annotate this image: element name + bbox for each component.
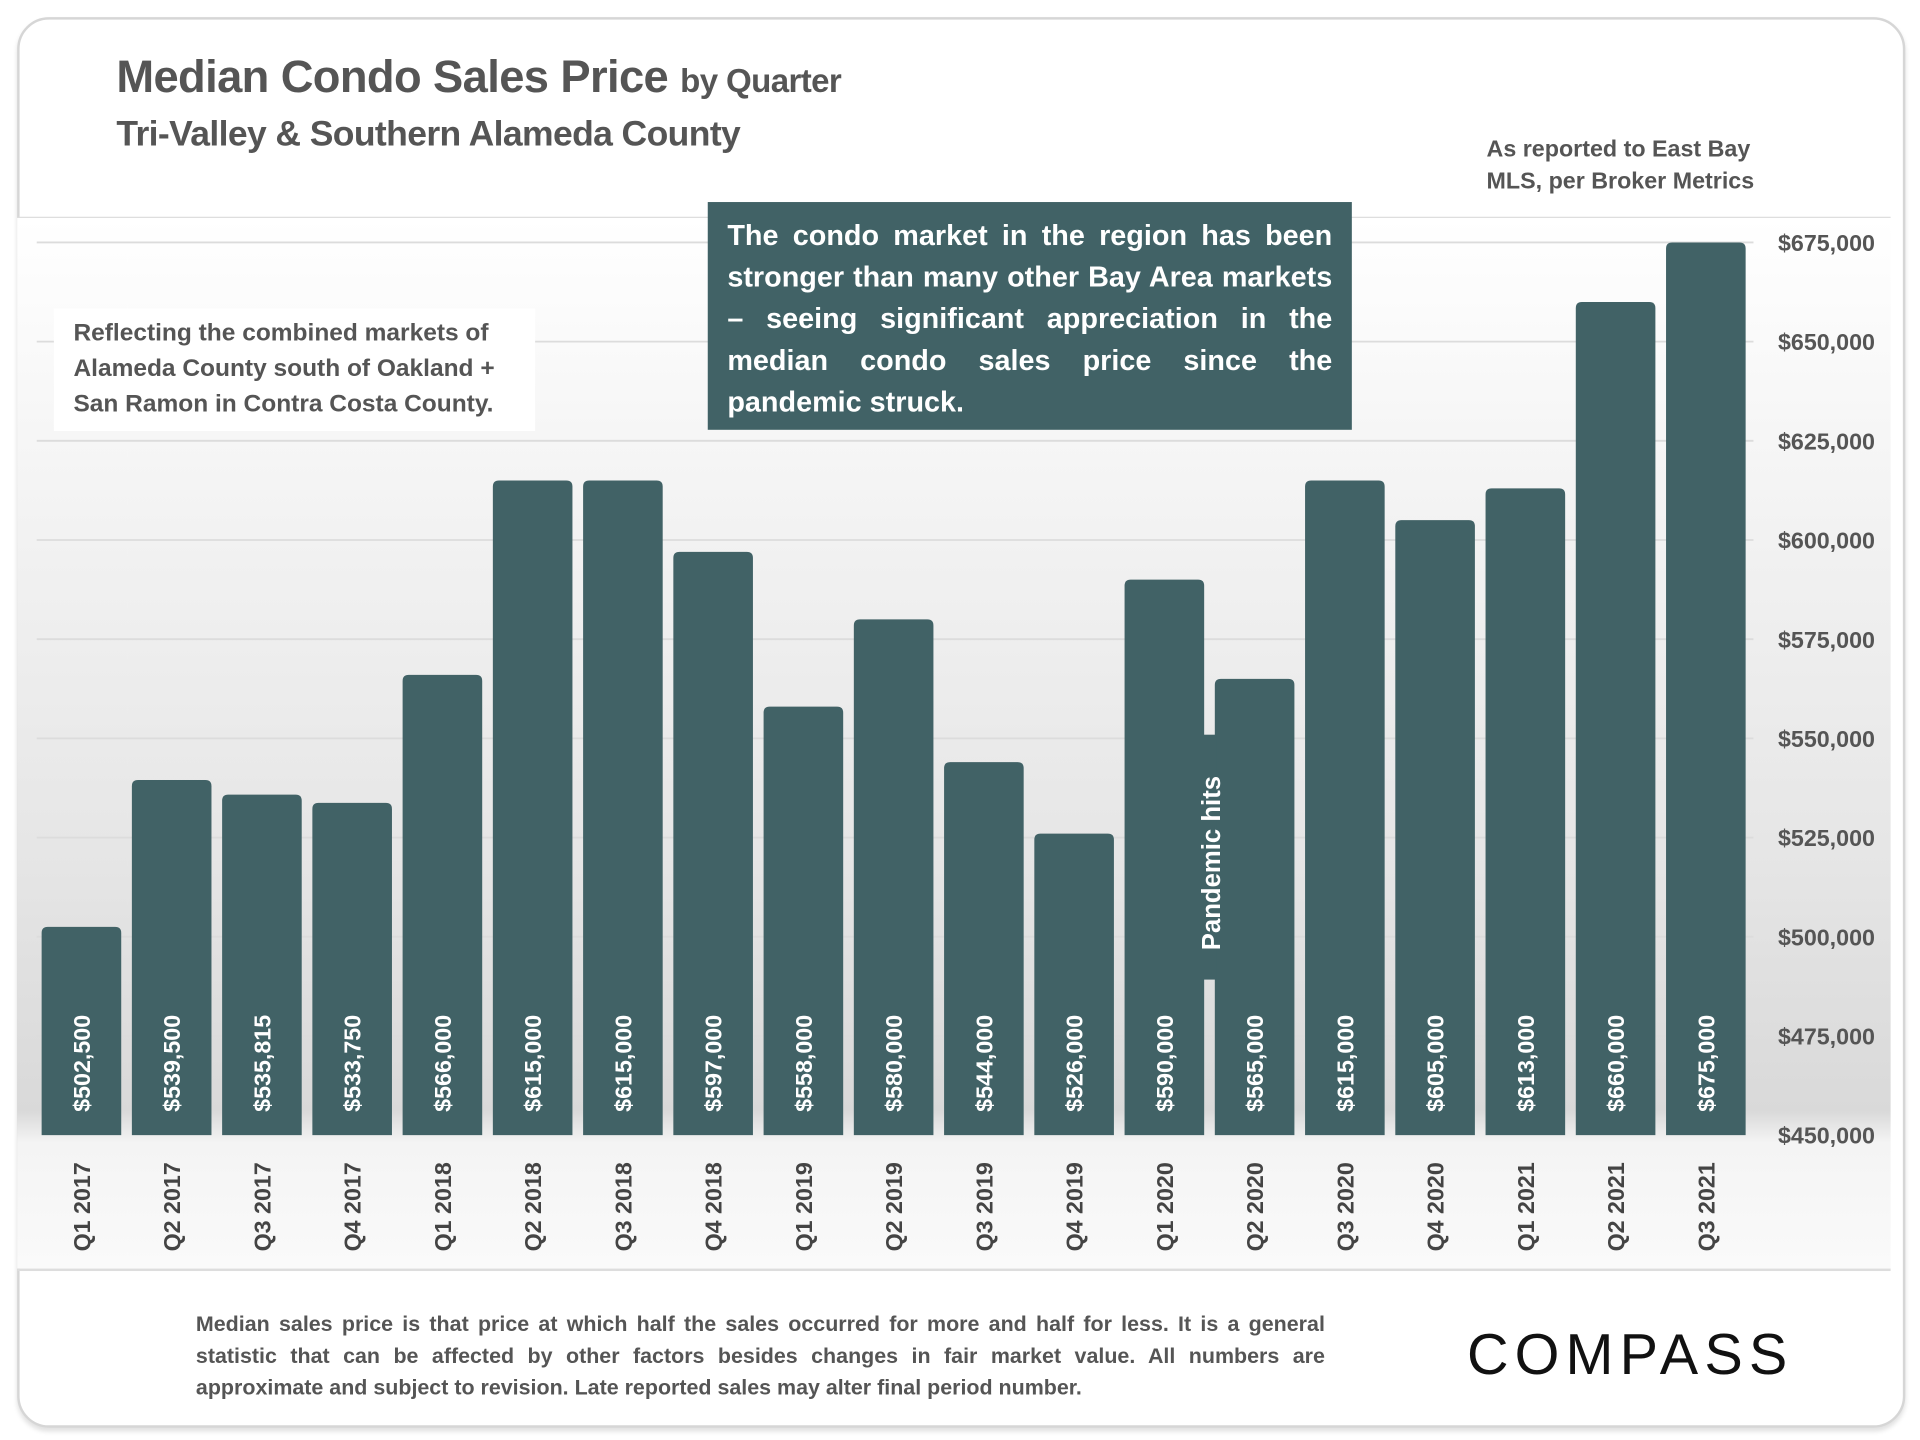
- x-tick-label: Q1 2018: [430, 1162, 456, 1251]
- data-label: $580,000: [881, 1015, 907, 1112]
- chart-title: Median Condo Sales Price by Quarter: [116, 51, 841, 102]
- pandemic-label: Pandemic hits: [1198, 776, 1226, 950]
- bar: [673, 551, 753, 1136]
- data-label: $526,000: [1062, 1015, 1088, 1112]
- data-label: $535,815: [249, 1015, 275, 1112]
- data-label: $566,000: [430, 1015, 456, 1112]
- x-tick-label: Q4 2019: [1062, 1162, 1088, 1251]
- y-tick-label: $625,000: [1778, 428, 1875, 454]
- x-tick-label: Q4 2020: [1423, 1162, 1449, 1251]
- source-note: As reported to East Bay MLS, per Broker …: [1486, 137, 1755, 195]
- data-label: $533,750: [340, 1015, 366, 1112]
- pandemic-marker: [1202, 734, 1217, 980]
- y-tick-label: $600,000: [1778, 528, 1875, 554]
- bar: [1305, 480, 1385, 1136]
- bar: [402, 674, 483, 1136]
- x-tick-label: Q1 2019: [791, 1162, 817, 1251]
- data-label: $502,500: [69, 1015, 95, 1112]
- chart-subtitle: Tri-Valley & Southern Alameda County: [116, 115, 741, 155]
- x-tick-label: Q2 2020: [1242, 1162, 1268, 1251]
- data-label: $613,000: [1513, 1015, 1539, 1112]
- bar: [1034, 833, 1114, 1136]
- y-tick-label: $450,000: [1778, 1123, 1875, 1149]
- region-note: Reflecting the combined markets of Alame…: [53, 308, 536, 432]
- bar: [853, 619, 934, 1136]
- bar: [763, 706, 844, 1136]
- title-main: Median Condo Sales Price: [116, 51, 669, 102]
- disclaimer: Median sales price is that price at whic…: [195, 1311, 1325, 1400]
- x-tick-label: Q2 2019: [881, 1162, 907, 1251]
- bar: [1395, 520, 1475, 1136]
- data-label: $615,000: [610, 1015, 636, 1112]
- bar: [1485, 488, 1566, 1136]
- data-label: $597,000: [701, 1015, 727, 1112]
- data-label: $615,000: [520, 1015, 546, 1112]
- x-tick-label: Q3 2021: [1693, 1162, 1719, 1251]
- y-tick-label: $525,000: [1778, 825, 1875, 851]
- x-tick-label: Q3 2017: [249, 1162, 275, 1251]
- compass-logo: COMPASS: [1466, 1321, 1794, 1387]
- data-label: $615,000: [1332, 1015, 1358, 1112]
- bar: [1575, 301, 1656, 1136]
- x-tick-label: Q1 2021: [1513, 1162, 1539, 1251]
- x-tick-label: Q3 2019: [971, 1162, 997, 1251]
- bar: [492, 480, 573, 1136]
- data-label: $544,000: [971, 1015, 997, 1112]
- callout-box: The condo market in the region has been …: [707, 202, 1352, 430]
- bar: [944, 762, 1024, 1136]
- y-tick-label: $550,000: [1778, 726, 1875, 752]
- data-label: $590,000: [1152, 1015, 1178, 1112]
- data-label: $539,500: [159, 1015, 185, 1112]
- data-label: $605,000: [1423, 1015, 1449, 1112]
- bar: [1124, 579, 1205, 1136]
- x-tick-label: Q2 2021: [1603, 1162, 1629, 1251]
- y-tick-label: $650,000: [1778, 329, 1875, 355]
- bar: [222, 794, 302, 1136]
- data-label: $660,000: [1603, 1015, 1629, 1112]
- y-tick-label: $575,000: [1778, 627, 1875, 653]
- bar: [1214, 678, 1295, 1136]
- bar: [1666, 242, 1746, 1136]
- y-tick-label: $675,000: [1778, 230, 1875, 256]
- x-tick-label: Q1 2020: [1152, 1162, 1178, 1251]
- x-tick-label: Q2 2018: [520, 1162, 546, 1251]
- bar: [41, 926, 122, 1136]
- bar: [312, 802, 392, 1136]
- bar: [583, 480, 663, 1136]
- y-tick-label: $475,000: [1778, 1023, 1875, 1049]
- bar: [131, 780, 212, 1136]
- title-suffix: by Quarter: [680, 62, 842, 100]
- x-tick-label: Q2 2017: [159, 1162, 185, 1251]
- x-tick-label: Q4 2017: [340, 1162, 366, 1251]
- x-tick-label: Q1 2017: [69, 1162, 95, 1251]
- y-tick-label: $500,000: [1778, 924, 1875, 950]
- x-tick-label: Q3 2020: [1332, 1162, 1358, 1251]
- x-tick-label: Q3 2018: [610, 1162, 636, 1251]
- data-label: $565,000: [1242, 1015, 1268, 1112]
- x-tick-label: Q4 2018: [701, 1162, 727, 1251]
- data-label: $558,000: [791, 1015, 817, 1112]
- data-label: $675,000: [1693, 1015, 1719, 1112]
